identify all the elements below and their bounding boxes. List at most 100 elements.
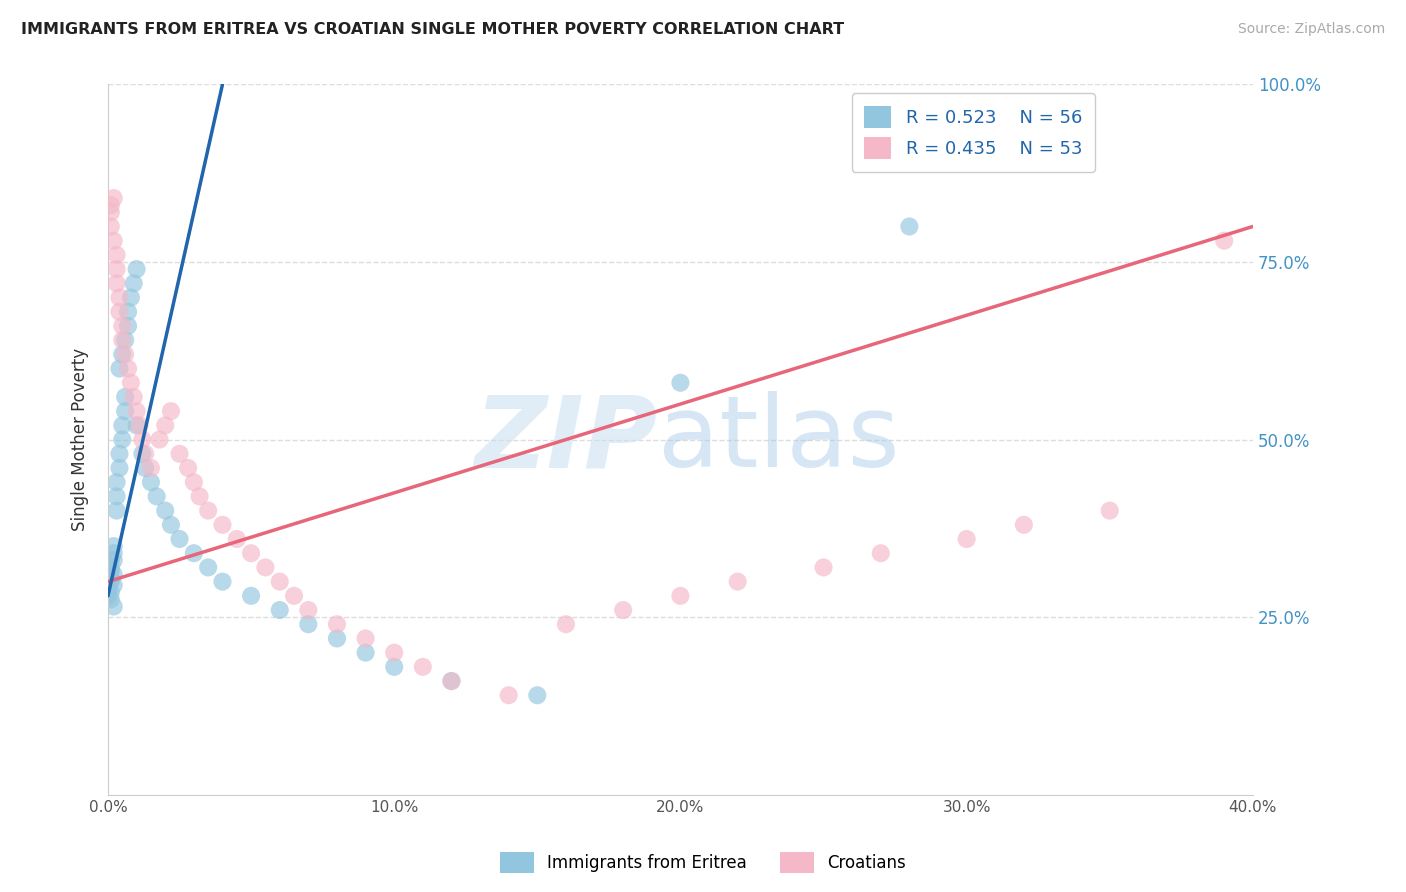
Point: [103, 546, 125, 560]
Point: [555, 617, 578, 632]
Point: [108, 291, 131, 305]
Point: [125, 262, 148, 277]
Point: [97, 582, 120, 596]
Point: [100, 560, 122, 574]
Point: [128, 418, 150, 433]
Point: [155, 418, 177, 433]
Point: [177, 461, 200, 475]
Point: [111, 333, 134, 347]
Point: [111, 318, 134, 333]
Point: [1012, 517, 1035, 532]
Point: [97, 578, 120, 592]
Text: IMMIGRANTS FROM ERITREA VS CROATIAN SINGLE MOTHER POVERTY CORRELATION CHART: IMMIGRANTS FROM ERITREA VS CROATIAN SING…: [21, 22, 844, 37]
Point: [669, 376, 692, 390]
Point: [108, 461, 131, 475]
Point: [120, 291, 142, 305]
Legend: R = 0.523    N = 56, R = 0.435    N = 53: R = 0.523 N = 56, R = 0.435 N = 53: [852, 94, 1095, 172]
Point: [100, 585, 122, 599]
Point: [283, 589, 305, 603]
Point: [103, 567, 125, 582]
Point: [145, 489, 167, 503]
Point: [412, 660, 434, 674]
Point: [254, 560, 277, 574]
Point: [297, 603, 319, 617]
Point: [326, 617, 349, 632]
Point: [297, 617, 319, 632]
Point: [97, 589, 120, 603]
Point: [211, 574, 233, 589]
Point: [108, 361, 131, 376]
Point: [813, 560, 835, 574]
Point: [103, 234, 125, 248]
Point: [183, 475, 205, 490]
Point: [382, 660, 405, 674]
Point: [125, 404, 148, 418]
Point: [100, 198, 122, 212]
Point: [197, 560, 219, 574]
Point: [1098, 503, 1121, 517]
Point: [727, 574, 749, 589]
Point: [114, 333, 136, 347]
Point: [240, 546, 263, 560]
Point: [103, 578, 125, 592]
Point: [382, 646, 405, 660]
Point: [498, 688, 520, 702]
Point: [160, 404, 183, 418]
Point: [122, 390, 145, 404]
Point: [354, 632, 377, 646]
Point: [1213, 234, 1236, 248]
Point: [122, 277, 145, 291]
Point: [139, 475, 162, 490]
Point: [108, 304, 131, 318]
Point: [440, 674, 463, 689]
Point: [197, 503, 219, 517]
Point: [148, 433, 170, 447]
Point: [211, 517, 233, 532]
Point: [117, 304, 139, 318]
Point: [103, 553, 125, 567]
Point: [120, 376, 142, 390]
Point: [269, 574, 291, 589]
Point: [440, 674, 463, 689]
Point: [100, 564, 122, 578]
Point: [111, 347, 134, 361]
Point: [956, 148, 979, 162]
Point: [669, 589, 692, 603]
Point: [103, 191, 125, 205]
Point: [117, 318, 139, 333]
Point: [108, 447, 131, 461]
Point: [97, 567, 120, 582]
Point: [125, 418, 148, 433]
Point: [169, 447, 191, 461]
Point: [225, 532, 247, 546]
Point: [131, 447, 153, 461]
Point: [105, 503, 128, 517]
Point: [188, 489, 211, 503]
Point: [169, 532, 191, 546]
Point: [183, 546, 205, 560]
Point: [100, 571, 122, 585]
Point: [114, 347, 136, 361]
Text: Source: ZipAtlas.com: Source: ZipAtlas.com: [1237, 22, 1385, 37]
Point: [131, 433, 153, 447]
Point: [326, 632, 349, 646]
Text: ZIP: ZIP: [474, 391, 658, 488]
Y-axis label: Single Mother Poverty: Single Mother Poverty: [72, 348, 89, 531]
Point: [114, 390, 136, 404]
Point: [105, 489, 128, 503]
Point: [111, 418, 134, 433]
Point: [103, 539, 125, 553]
Point: [100, 553, 122, 567]
Point: [612, 603, 634, 617]
Point: [160, 517, 183, 532]
Legend: Immigrants from Eritrea, Croatians: Immigrants from Eritrea, Croatians: [494, 846, 912, 880]
Point: [100, 205, 122, 219]
Point: [100, 592, 122, 607]
Point: [105, 262, 128, 277]
Point: [526, 688, 548, 702]
Point: [105, 277, 128, 291]
Point: [956, 532, 979, 546]
Point: [105, 248, 128, 262]
Point: [269, 603, 291, 617]
Point: [103, 599, 125, 614]
